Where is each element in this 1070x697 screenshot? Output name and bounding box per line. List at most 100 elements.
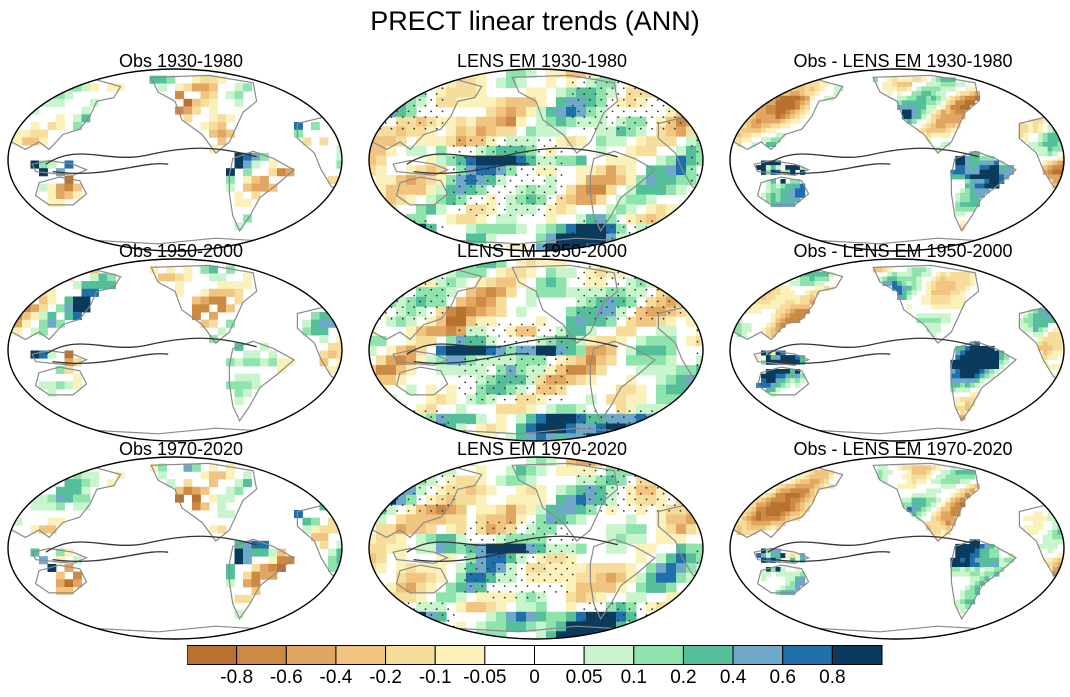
trend-cell	[935, 322, 942, 328]
trend-cell	[396, 194, 407, 205]
trend-cell	[446, 287, 457, 298]
trend-cell	[476, 394, 487, 405]
trend-cell	[158, 463, 167, 472]
stipple-dot	[628, 619, 631, 622]
trend-cell	[950, 290, 956, 296]
stipple-dot	[537, 174, 540, 176]
trend-cell	[897, 465, 903, 471]
trend-cell	[931, 290, 937, 296]
trend-cell	[586, 223, 597, 235]
stipple-dot	[628, 410, 631, 413]
trend-cell	[979, 557, 985, 563]
trend-cell	[466, 413, 477, 425]
trend-cell	[496, 374, 507, 386]
trend-cell	[965, 599, 971, 605]
trend-cell	[761, 192, 767, 198]
stipple-dot	[418, 498, 421, 501]
trend-cell	[950, 105, 956, 110]
trend-cell	[369, 306, 377, 317]
stipple-dot	[571, 81, 574, 84]
trend-cell	[13, 91, 23, 100]
trend-cell	[416, 259, 427, 269]
trend-cell	[47, 160, 57, 169]
stipple-dot	[685, 608, 688, 611]
trend-cell	[47, 183, 57, 192]
trend-cell	[1057, 313, 1063, 319]
trend-cell	[911, 91, 917, 97]
trend-cell	[775, 465, 781, 471]
trend-cell	[260, 183, 269, 192]
stipple-dot	[656, 498, 659, 501]
trend-cell	[426, 563, 437, 574]
stipple-dot	[401, 93, 404, 95]
trend-cell	[586, 592, 597, 603]
stipple-dot	[520, 521, 523, 524]
trend-cell	[456, 592, 467, 603]
trend-cell	[656, 287, 667, 298]
trend-cell	[945, 304, 951, 310]
trend-cell	[1062, 332, 1064, 337]
trend-cell	[416, 136, 427, 147]
stipple-dot	[515, 538, 518, 541]
trend-cell	[386, 136, 397, 147]
trend-cell	[741, 95, 747, 101]
trend-cell	[1062, 128, 1064, 134]
trend-cell	[576, 543, 587, 554]
trend-cell	[1028, 118, 1034, 124]
trend-cell	[536, 355, 547, 366]
trend-cell	[804, 95, 810, 101]
trend-cell	[746, 281, 752, 287]
trend-cell	[626, 175, 637, 186]
trend-cell	[646, 543, 657, 554]
stipple-dot	[503, 174, 506, 176]
trend-cell	[696, 335, 703, 347]
trend-cell	[950, 557, 956, 563]
trend-cell	[676, 384, 687, 395]
trend-cell	[416, 611, 427, 623]
trend-cell	[277, 548, 286, 557]
trend-cell	[64, 191, 74, 200]
trend-cell	[775, 469, 781, 475]
trend-cell	[13, 106, 23, 115]
trend-cell	[319, 137, 329, 146]
stipple-dot	[679, 300, 682, 303]
trend-cell	[676, 77, 687, 88]
trend-cell	[696, 374, 703, 386]
trend-cell	[984, 165, 990, 171]
stipple-dot	[469, 573, 472, 576]
trend-cell	[646, 145, 657, 157]
trend-cell	[911, 105, 917, 110]
trend-cell	[969, 392, 976, 398]
trend-cell	[926, 81, 932, 87]
trend-cell	[456, 296, 467, 308]
trend-cell	[969, 165, 976, 171]
trend-cell	[39, 273, 48, 282]
panel-obs-2: Obs 1950-2000	[5, 240, 357, 442]
trend-cell	[446, 267, 457, 278]
trend-cell	[935, 132, 942, 138]
trend-cell	[486, 259, 497, 269]
trend-cell	[955, 548, 961, 554]
stipple-dot	[617, 631, 620, 634]
trend-cell	[955, 506, 961, 512]
stipple-dot	[611, 288, 614, 291]
trend-cell	[955, 359, 961, 365]
trend-cell	[950, 571, 956, 577]
trend-cell	[546, 126, 557, 137]
trend-cell	[376, 465, 387, 476]
trend-cell	[1018, 318, 1024, 324]
trend-cell	[1037, 322, 1044, 328]
stipple-dot	[509, 556, 512, 559]
stipple-dot	[673, 492, 676, 495]
trend-cell	[736, 525, 742, 531]
trend-cell	[596, 194, 607, 205]
trend-cell	[586, 394, 597, 405]
trend-cell	[921, 100, 927, 106]
stipple-dot	[543, 369, 546, 372]
stipple-dot	[634, 498, 637, 501]
trend-cell	[217, 296, 227, 305]
trend-cell	[576, 69, 587, 79]
trend-cell	[785, 483, 791, 489]
trend-cell	[149, 75, 159, 84]
trend-cell	[765, 567, 772, 572]
